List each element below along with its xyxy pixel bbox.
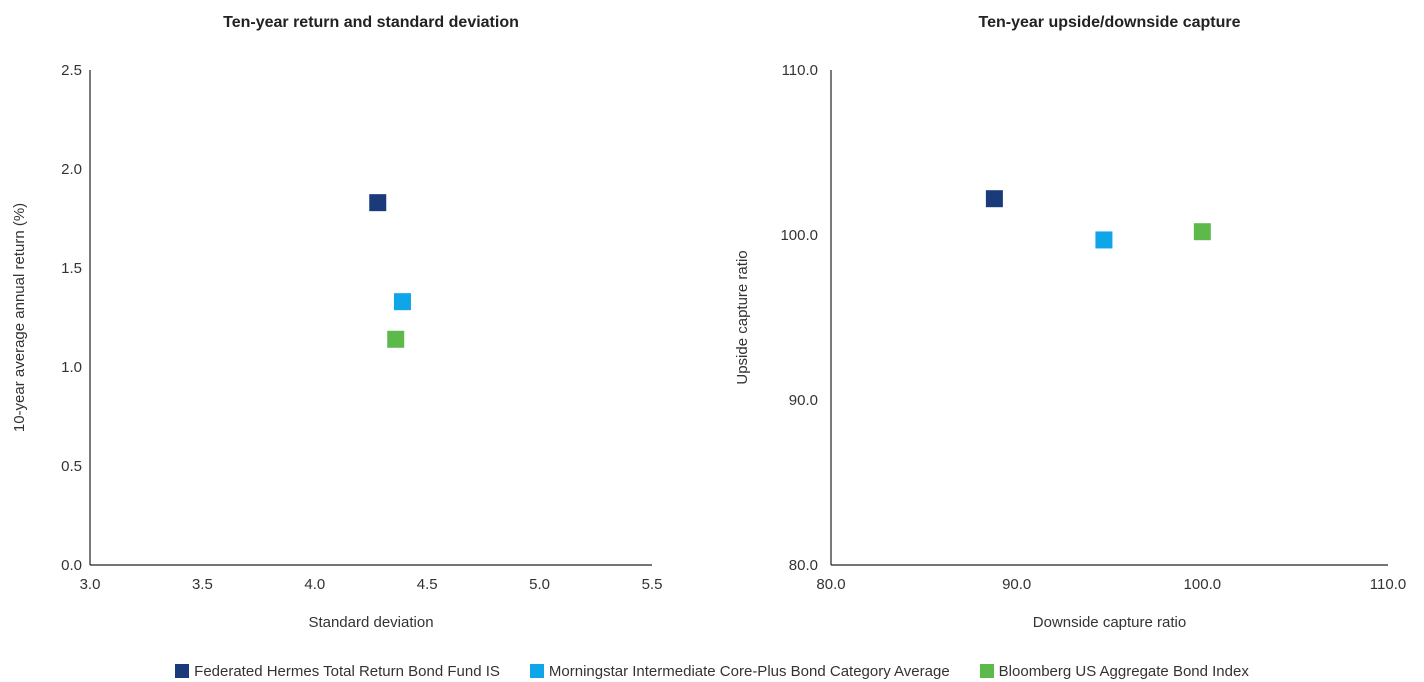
legend-label-fund: Federated Hermes Total Return Bond Fund … [194, 662, 500, 680]
legend: Federated Hermes Total Return Bond Fund … [0, 660, 1424, 682]
chart2-point-series-2 [1095, 231, 1113, 249]
chart1-point-series-1 [369, 194, 387, 212]
chart2-x-tick-label: 80.0 [816, 576, 845, 593]
chart1-y-tick-label: 2.0 [61, 161, 82, 178]
chart2-y-tick-label: 80.0 [789, 557, 818, 574]
charts-svg: Ten-year return and standard deviation 3.… [11, 14, 1406, 631]
chart2-title: Ten-year upside/downside capture [979, 14, 1241, 31]
legend-item-category: Morningstar Intermediate Core-Plus Bond … [529, 662, 950, 680]
legend-label-index: Bloomberg US Aggregate Bond Index [998, 662, 1249, 680]
chart1-x-tick-label: 4.0 [304, 576, 325, 593]
chart2-point-series-1 [985, 190, 1003, 208]
chart2-y-tick-label: 100.0 [780, 227, 818, 244]
legend-swatch-index [979, 664, 994, 678]
chart1-y-tick-label: 1.5 [61, 260, 82, 277]
chart1-x-tick-label: 5.5 [642, 576, 663, 593]
chart2-y-tick-label: 90.0 [789, 392, 818, 409]
chart2-x-tick-label: 100.0 [1184, 576, 1222, 593]
chart1-point-series-3 [387, 330, 405, 348]
chart1-y-tick-label: 0.5 [61, 458, 82, 475]
chart1-title: Ten-year return and standard deviation [223, 14, 519, 31]
chart1-y-tick-label: 1.0 [61, 359, 82, 376]
chart1-y-axis-label: 10-year average annual return (%) [11, 203, 28, 432]
chart2-x-tick-label: 90.0 [1002, 576, 1031, 593]
chart1-point-series-2 [393, 293, 411, 311]
chart1-y-tick-label: 2.5 [61, 62, 82, 79]
legend-item-fund: Federated Hermes Total Return Bond Fund … [175, 663, 500, 680]
legend-label-category: Morningstar Intermediate Core-Plus Bond … [548, 662, 950, 680]
legend-item-index: Bloomberg US Aggregate Bond Index [979, 662, 1249, 680]
chart2-x-axis-label: Downside capture ratio [1033, 614, 1186, 631]
chart1-x-tick-label: 3.0 [80, 576, 101, 593]
chart1-y-tick-label: 0.0 [61, 557, 82, 574]
chart2-point-series-3 [1193, 223, 1211, 241]
charts-area: Ten-year return and standard deviation 3.… [11, 14, 1406, 631]
chart1-x-tick-label: 3.5 [192, 576, 213, 593]
chart1-x-axis-label: Standard deviation [308, 614, 433, 631]
chart2-x-tick-label: 110.0 [1370, 576, 1406, 593]
chart2-y-tick-label: 110.0 [782, 62, 818, 79]
legend-swatch-category [529, 664, 544, 678]
chart1-x-tick-label: 4.5 [417, 576, 438, 593]
legend-swatch-fund [175, 664, 190, 678]
chart1-x-tick-label: 5.0 [529, 576, 550, 593]
chart2-y-axis-label: Upside capture ratio [734, 250, 751, 384]
